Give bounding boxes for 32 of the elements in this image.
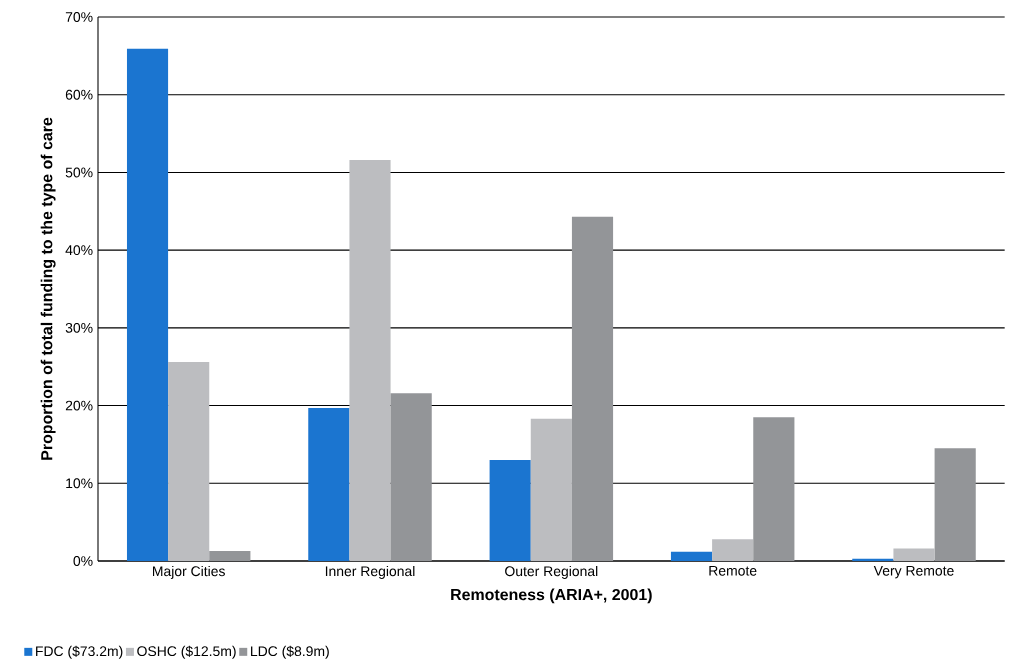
legend-label: OSHC ($12.5m) [137, 645, 236, 659]
y-tick-label: 20% [65, 400, 93, 411]
bar [209, 550, 251, 561]
x-axis-title: Remoteness (ARIA+, 2001) [451, 588, 652, 604]
x-tick-label: Remote [709, 565, 757, 576]
y-tick-label: 60% [65, 89, 93, 100]
x-tick-label: Inner Regional [325, 565, 415, 579]
x-tick-label: Major Cities [153, 565, 225, 579]
y-axis-title: Proportion of total funding to the type of care [40, 117, 56, 460]
bar [308, 407, 350, 561]
x-tick-label: Very Remote [873, 565, 954, 579]
bar [530, 418, 572, 561]
bar [712, 539, 754, 561]
bar [571, 216, 614, 561]
bar [753, 417, 795, 561]
y-tick-label: 40% [65, 245, 93, 256]
bar [893, 548, 935, 561]
y-tick-label: 30% [65, 322, 93, 333]
x-tick-label: Outer Regional [505, 565, 598, 579]
bar [489, 459, 531, 561]
y-tick-label: 70% [65, 12, 93, 22]
legend-label: FDC ($73.2m) [36, 645, 123, 659]
bar [390, 393, 432, 561]
bar [168, 362, 210, 561]
y-tick-label: 10% [66, 478, 93, 489]
bar [934, 448, 976, 561]
y-tick-label: 50% [65, 167, 93, 178]
y-tick-label: 0% [73, 556, 93, 566]
bar [670, 551, 713, 561]
bar [126, 48, 169, 561]
bar [349, 159, 391, 561]
legend-label: LDC ($8.9m) [251, 645, 329, 659]
